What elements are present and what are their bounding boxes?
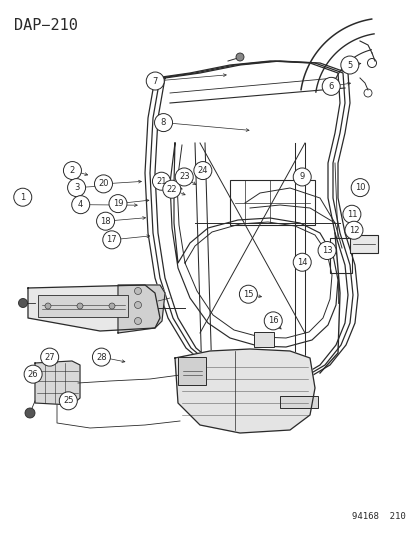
Circle shape xyxy=(77,303,83,309)
Circle shape xyxy=(146,72,164,90)
Text: 8: 8 xyxy=(161,118,166,127)
Text: 20: 20 xyxy=(98,180,109,188)
Text: 94168  210: 94168 210 xyxy=(351,512,405,521)
Circle shape xyxy=(25,408,35,418)
Circle shape xyxy=(235,53,243,61)
Circle shape xyxy=(193,161,211,180)
Text: 16: 16 xyxy=(267,317,278,325)
Circle shape xyxy=(239,285,257,303)
Text: 11: 11 xyxy=(346,210,356,219)
FancyBboxPatch shape xyxy=(349,235,377,253)
Text: 24: 24 xyxy=(197,166,208,175)
Text: 6: 6 xyxy=(328,82,333,91)
Text: 21: 21 xyxy=(156,177,166,185)
Circle shape xyxy=(317,241,335,260)
Circle shape xyxy=(102,231,121,249)
Circle shape xyxy=(175,168,193,186)
Circle shape xyxy=(162,180,180,198)
Text: 27: 27 xyxy=(44,353,55,361)
FancyBboxPatch shape xyxy=(178,357,206,385)
Text: 25: 25 xyxy=(63,397,74,405)
Text: 19: 19 xyxy=(112,199,123,208)
Text: 13: 13 xyxy=(321,246,332,255)
Circle shape xyxy=(109,195,127,213)
Circle shape xyxy=(59,392,77,410)
Text: 28: 28 xyxy=(96,353,107,361)
Text: 26: 26 xyxy=(28,370,38,378)
Circle shape xyxy=(67,179,85,197)
Polygon shape xyxy=(175,349,314,433)
Circle shape xyxy=(350,179,368,197)
Circle shape xyxy=(94,175,112,193)
Circle shape xyxy=(63,161,81,180)
Circle shape xyxy=(134,302,141,309)
Text: 2: 2 xyxy=(70,166,75,175)
Circle shape xyxy=(344,221,362,239)
Circle shape xyxy=(19,298,27,308)
Circle shape xyxy=(96,212,114,230)
Circle shape xyxy=(24,365,42,383)
Text: 1: 1 xyxy=(20,193,25,201)
Text: 5: 5 xyxy=(347,61,351,69)
Circle shape xyxy=(342,205,360,223)
Polygon shape xyxy=(35,361,80,405)
Text: 10: 10 xyxy=(354,183,365,192)
Circle shape xyxy=(92,348,110,366)
Text: 12: 12 xyxy=(348,226,358,235)
Text: 18: 18 xyxy=(100,217,111,225)
Circle shape xyxy=(134,287,141,295)
Text: 22: 22 xyxy=(166,185,177,193)
Text: 15: 15 xyxy=(242,290,253,298)
Circle shape xyxy=(321,77,339,95)
FancyBboxPatch shape xyxy=(38,295,128,317)
Circle shape xyxy=(263,312,282,330)
Circle shape xyxy=(71,196,90,214)
Circle shape xyxy=(40,348,59,366)
Text: 4: 4 xyxy=(78,200,83,209)
Circle shape xyxy=(154,114,172,132)
Circle shape xyxy=(109,303,115,309)
Circle shape xyxy=(45,303,51,309)
Text: 23: 23 xyxy=(178,173,189,181)
FancyBboxPatch shape xyxy=(279,396,317,408)
Circle shape xyxy=(292,168,311,186)
Polygon shape xyxy=(118,285,165,333)
Text: 9: 9 xyxy=(299,173,304,181)
FancyBboxPatch shape xyxy=(254,332,273,347)
Circle shape xyxy=(134,318,141,325)
Text: 7: 7 xyxy=(152,77,157,85)
Circle shape xyxy=(14,188,32,206)
Text: DAP−210: DAP−210 xyxy=(14,18,78,33)
Circle shape xyxy=(292,253,311,271)
Text: 14: 14 xyxy=(296,258,307,266)
Text: 17: 17 xyxy=(106,236,117,244)
Polygon shape xyxy=(28,285,159,331)
Circle shape xyxy=(340,56,358,74)
Text: 3: 3 xyxy=(74,183,79,192)
Circle shape xyxy=(152,172,170,190)
